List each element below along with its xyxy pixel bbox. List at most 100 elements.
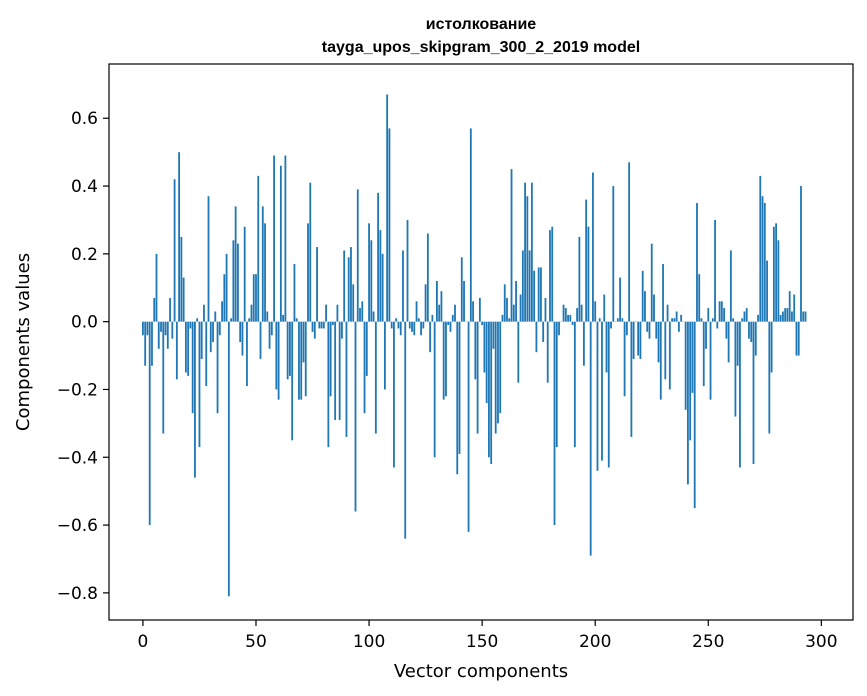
bar-236: [675, 311, 678, 322]
bar-127: [429, 321, 432, 353]
y-tick-label: −0.4: [57, 448, 98, 468]
bar-280: [775, 223, 778, 322]
bar-151: [483, 321, 486, 373]
bar-89: [343, 250, 346, 322]
bar-210: [616, 318, 619, 322]
bar-95: [356, 189, 359, 322]
bar-269: [750, 321, 753, 342]
bar-238: [680, 314, 683, 322]
bar-128: [431, 314, 434, 322]
bar-281: [777, 240, 780, 322]
x-tick-label: 100: [353, 632, 385, 652]
bar-267: [745, 308, 748, 322]
bar-116: [404, 321, 407, 539]
bar-36: [223, 274, 226, 322]
bar-75: [311, 321, 314, 332]
bar-0: [142, 321, 144, 336]
bar-64: [286, 321, 289, 380]
bar-252: [711, 318, 714, 322]
bar-262: [734, 321, 737, 417]
bar-98: [363, 321, 366, 414]
bar-216: [630, 321, 633, 437]
bar-189: [569, 314, 572, 322]
bar-59: [275, 321, 278, 390]
bar-226: [653, 294, 655, 322]
bar-62: [282, 314, 285, 322]
bar-125: [424, 284, 427, 322]
bar-24: [196, 318, 199, 322]
bar-25: [198, 321, 201, 448]
bar-159: [501, 314, 504, 322]
bar-55: [266, 311, 269, 322]
bar-237: [677, 321, 680, 332]
bar-293: [804, 311, 807, 322]
bar-72: [304, 321, 307, 397]
bar-170: [526, 196, 529, 322]
bar-10: [164, 321, 167, 336]
bar-287: [791, 311, 793, 322]
bar-258: [725, 321, 728, 339]
bar-228: [657, 321, 660, 363]
bar-122: [417, 318, 420, 322]
bar-272: [757, 314, 759, 322]
bar-47: [248, 318, 251, 322]
bar-242: [689, 321, 692, 441]
bar-79: [320, 321, 323, 329]
bar-56: [268, 321, 271, 349]
y-tick-label: 0.4: [71, 177, 98, 197]
bar-109: [388, 128, 391, 322]
bar-69: [298, 321, 300, 400]
bar-231: [664, 321, 667, 380]
bar-35: [221, 301, 223, 322]
bar-184: [558, 321, 560, 336]
bar-254: [716, 321, 719, 329]
bar-288: [793, 294, 796, 322]
x-axis-ticks: 0 50 100 150 200 250 300: [138, 620, 838, 652]
y-tick-label: 0.6: [71, 109, 98, 129]
bar-54: [264, 223, 266, 322]
y-axis-label: Components values: [13, 253, 34, 431]
bar-211: [619, 277, 621, 322]
bar-246: [698, 274, 701, 322]
bar-202: [598, 318, 601, 322]
bar-110: [390, 321, 393, 329]
bar-132: [440, 291, 443, 322]
bar-68: [295, 318, 298, 322]
bar-142: [463, 280, 465, 322]
bar-76: [313, 321, 316, 339]
bar-196: [585, 199, 588, 322]
bar-32: [214, 311, 217, 322]
bar-115: [402, 250, 404, 322]
bar-124: [422, 321, 425, 329]
bar-220: [639, 321, 642, 359]
bar-20: [187, 321, 190, 376]
bar-106: [381, 253, 384, 322]
bar-93: [352, 284, 355, 322]
bar-257: [723, 308, 726, 322]
bar-164: [512, 304, 515, 322]
bar-247: [700, 318, 703, 322]
bar-series: [142, 94, 807, 597]
bar-195: [582, 321, 585, 366]
bar-221: [641, 270, 644, 322]
bar-38: [227, 321, 230, 597]
bar-70: [300, 321, 303, 400]
bar-277: [768, 321, 771, 434]
bar-126: [426, 233, 429, 322]
bar-114: [399, 321, 402, 336]
bar-245: [696, 203, 698, 322]
bar-219: [637, 321, 640, 356]
bar-133: [442, 321, 445, 400]
bar-160: [503, 284, 506, 322]
bar-103: [374, 321, 377, 434]
bar-136: [449, 321, 452, 332]
bar-233: [668, 321, 671, 390]
bar-150: [481, 321, 484, 326]
bar-37: [225, 253, 228, 322]
bar-173: [533, 270, 536, 322]
bar-84: [331, 321, 334, 326]
bar-117: [406, 219, 409, 322]
bar-101: [370, 240, 373, 322]
bar-96: [359, 308, 361, 322]
